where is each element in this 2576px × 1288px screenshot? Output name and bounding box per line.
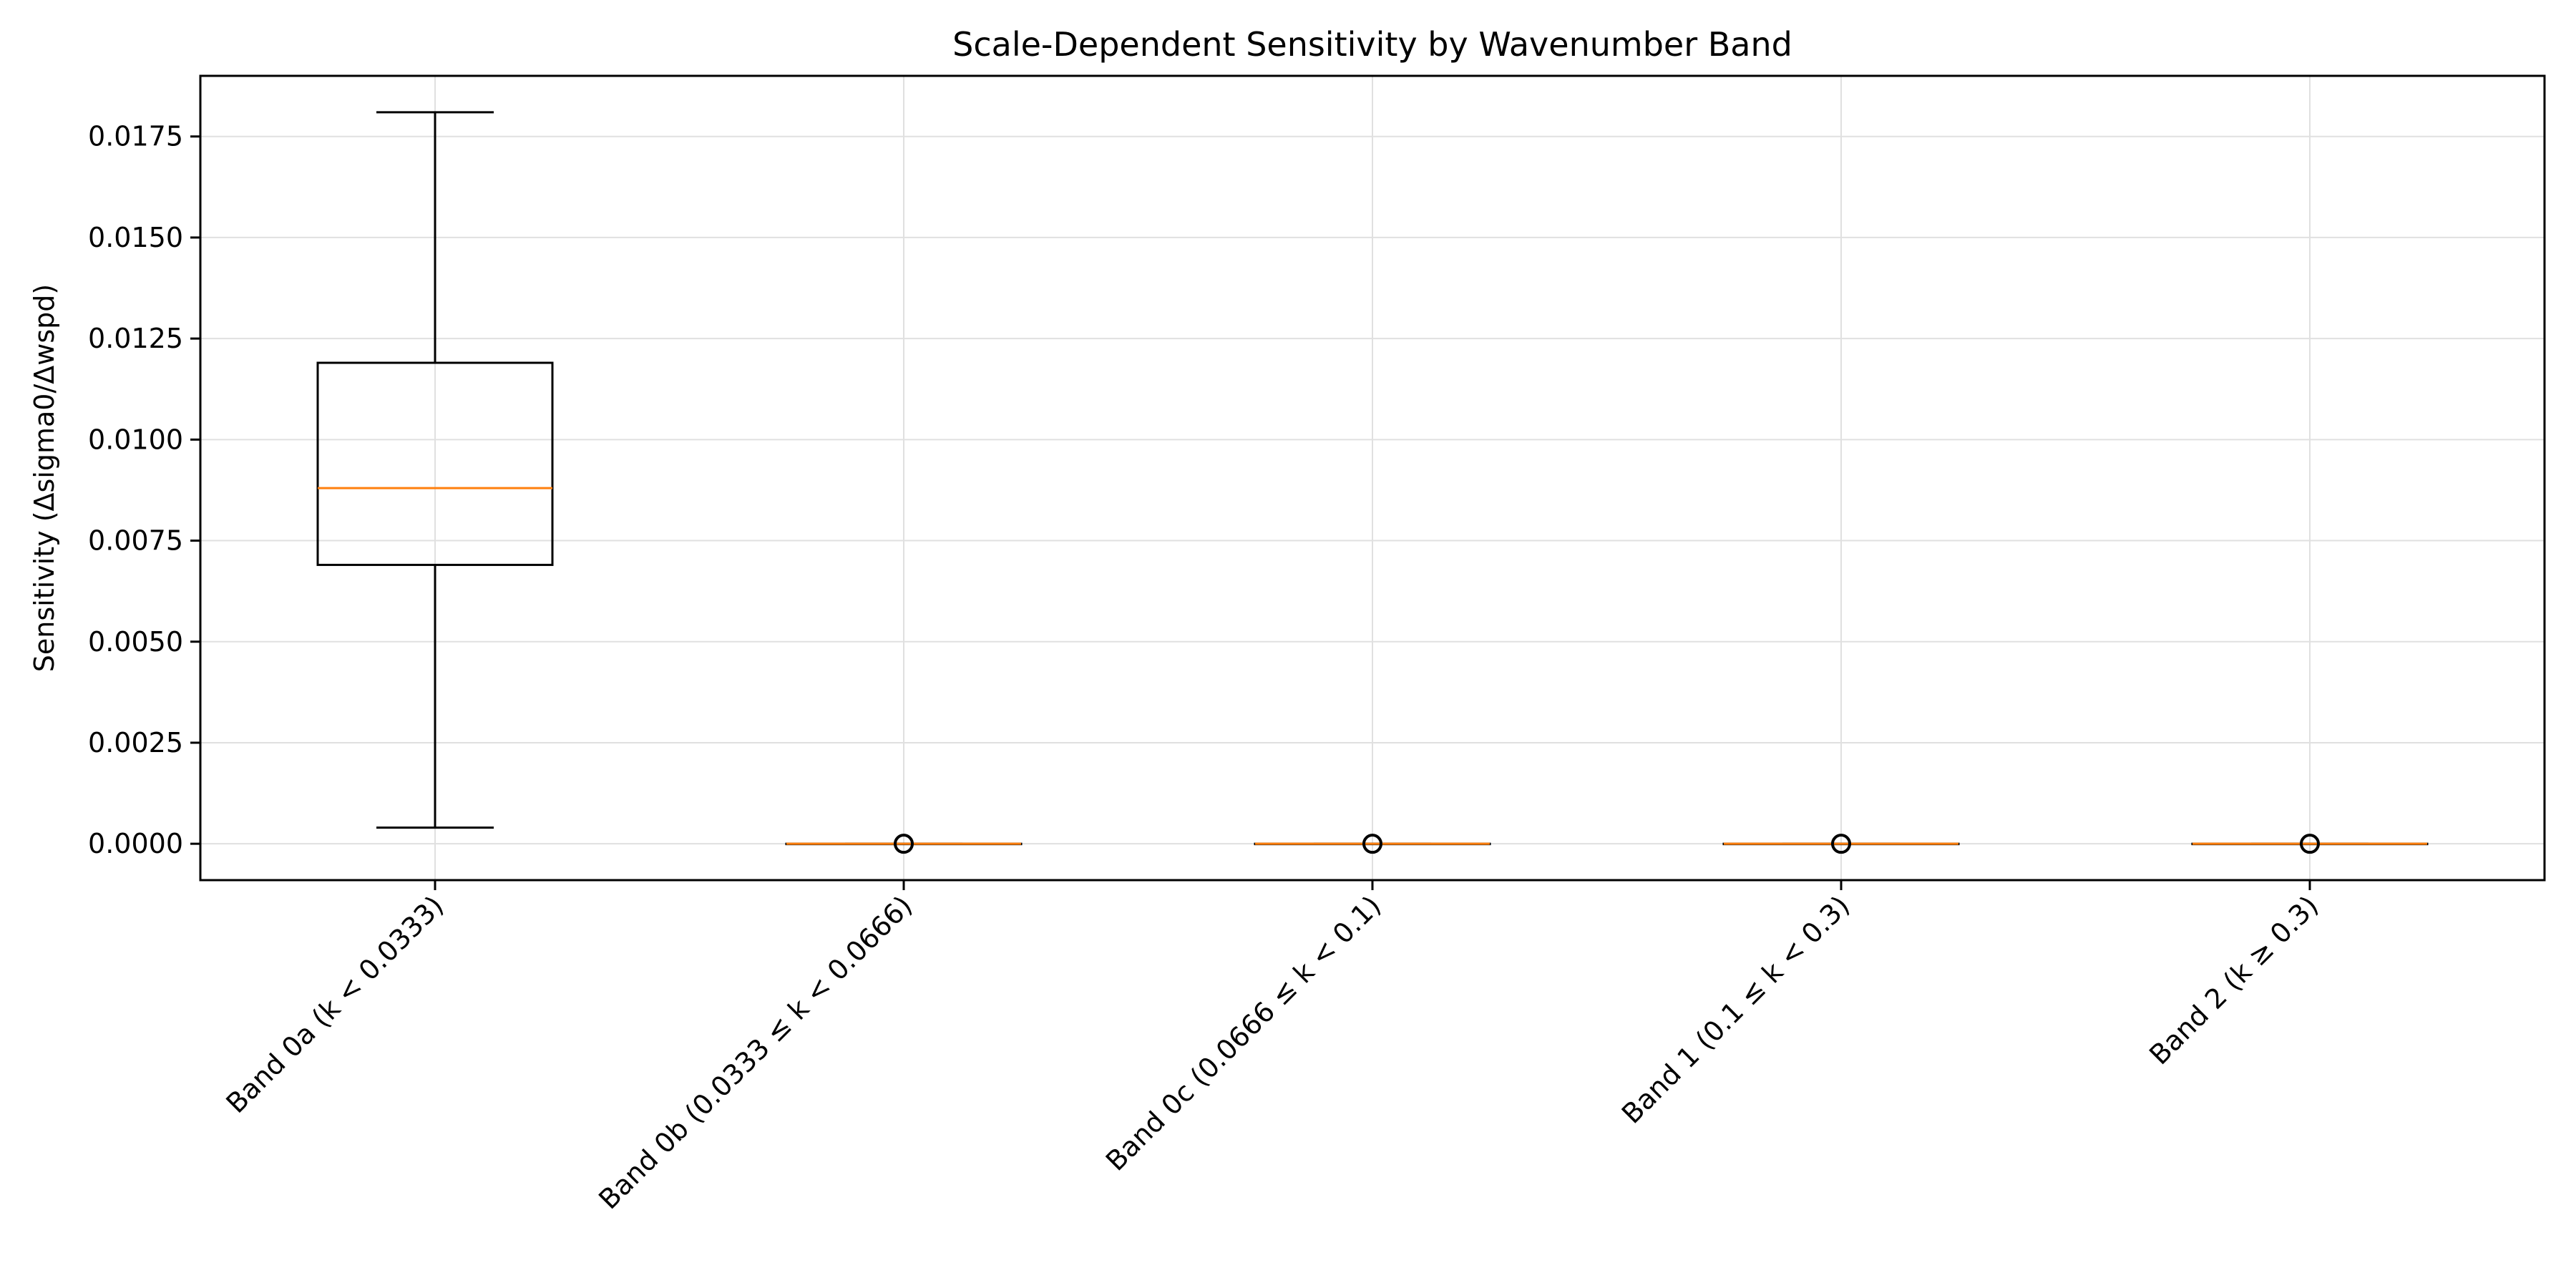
y-tick-label: 0.0000 (88, 828, 183, 859)
box-group (316, 111, 554, 829)
outlier-point (1362, 834, 1382, 854)
chart-title: Scale-Dependent Sensitivity by Wavenumbe… (952, 25, 1792, 64)
outlier-point (2300, 834, 2320, 854)
box-group (1722, 834, 1960, 854)
y-tick-label: 0.0175 (88, 121, 183, 152)
grid-lines (200, 76, 2545, 880)
box-group (1254, 834, 1491, 854)
outlier-point (1831, 834, 1851, 854)
box-group (2191, 834, 2429, 854)
y-axis-title: Sensitivity (Δsigma0/Δwspd) (29, 284, 60, 672)
y-tick-label: 0.0150 (88, 222, 183, 253)
y-tick-label: 0.0075 (88, 525, 183, 557)
box-group (785, 834, 1023, 854)
outlier-point (894, 834, 914, 854)
y-tick-label: 0.0025 (88, 727, 183, 758)
y-tick-label: 0.0050 (88, 626, 183, 658)
iqr-box (316, 361, 554, 566)
y-axis: 0.0000 0.0025 0.0050 0.0075 0.0100 0.0125 0.01… (88, 121, 200, 859)
box-marks (316, 111, 2429, 854)
y-tick-label: 0.0125 (88, 323, 183, 354)
y-tick-label: 0.0100 (88, 424, 183, 455)
